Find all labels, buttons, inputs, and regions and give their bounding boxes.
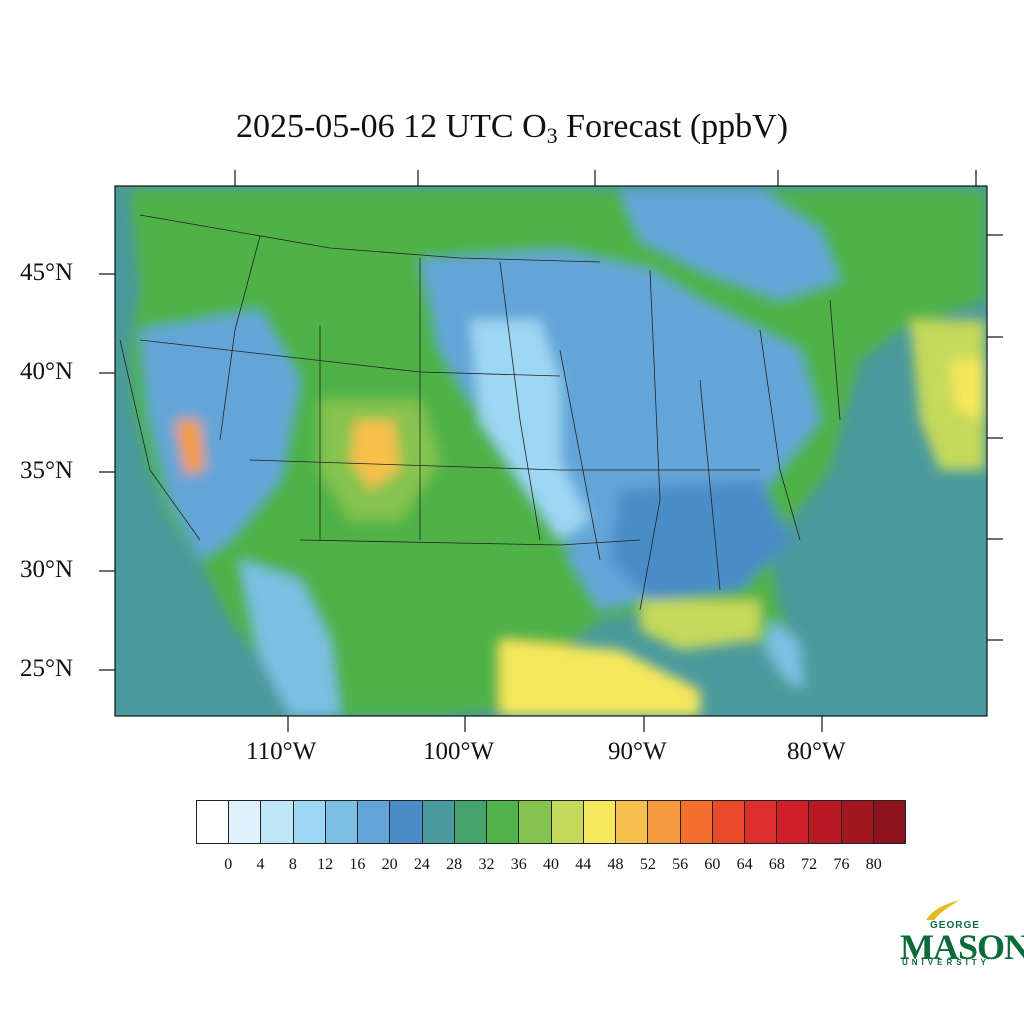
flame-icon bbox=[926, 900, 960, 920]
colorbar-tick-label: 12 bbox=[317, 856, 334, 873]
mexico-blue bbox=[240, 560, 340, 716]
gulf-high bbox=[500, 640, 700, 716]
colorbar-swatch bbox=[777, 801, 810, 843]
lat-label-40: 40°N bbox=[20, 358, 74, 385]
colorbar-tick-label: 60 bbox=[704, 856, 721, 873]
lon-label-80: 80°W bbox=[787, 738, 846, 765]
colorbar-swatch bbox=[873, 801, 906, 843]
atlantic-peak bbox=[950, 360, 985, 420]
california-high bbox=[175, 420, 205, 475]
colorbar-tick-label: 48 bbox=[607, 856, 624, 873]
lat-label-25: 25°N bbox=[20, 655, 74, 682]
colorbar-swatch bbox=[712, 801, 745, 843]
colorbar bbox=[196, 800, 906, 844]
colorbar-swatch bbox=[519, 801, 552, 843]
colorbar-swatch bbox=[229, 801, 262, 843]
colorbar-tick-label: 76 bbox=[833, 856, 850, 873]
colorbar-swatch bbox=[583, 801, 617, 843]
map-frame bbox=[114, 185, 988, 717]
colorbar-tick-label: 16 bbox=[349, 856, 366, 873]
colorbar-tick-label: 20 bbox=[381, 856, 398, 873]
colorbar-tick-label: 0 bbox=[224, 856, 233, 873]
southeast-blue bbox=[610, 480, 790, 600]
colorbar-tick-label: 28 bbox=[446, 856, 463, 873]
west-blue bbox=[140, 310, 300, 560]
colorbar-swatch bbox=[422, 801, 455, 843]
colorbar-tick-label: 80 bbox=[865, 856, 882, 873]
colorbar-swatch bbox=[390, 801, 423, 843]
colorbar-swatch bbox=[358, 801, 391, 843]
colorbar-swatch bbox=[551, 801, 584, 843]
colorbar-tick-label: 8 bbox=[288, 856, 297, 873]
colorbar-swatch bbox=[454, 801, 488, 843]
colorbar-tick-label: 56 bbox=[672, 856, 689, 873]
colorbar-tick-label: 52 bbox=[639, 856, 656, 873]
colorbar-swatch bbox=[809, 801, 842, 843]
plains-very-low bbox=[470, 320, 590, 540]
colorbar-swatch bbox=[197, 801, 230, 843]
colorbar-swatch bbox=[616, 801, 649, 843]
logo-line-1: GEORGE bbox=[930, 920, 980, 931]
colorbar-tick-label: 68 bbox=[768, 856, 785, 873]
logo-line-3: UNIVERSITY bbox=[902, 958, 991, 967]
colorbar-tick-label: 72 bbox=[801, 856, 818, 873]
colorbar-tick-label: 4 bbox=[256, 856, 265, 873]
colorbar-tick-label: 24 bbox=[413, 856, 430, 873]
colorbar-swatch bbox=[325, 801, 359, 843]
boundaries bbox=[119, 214, 841, 611]
colorbar-swatch bbox=[680, 801, 713, 843]
lat-label-45: 45°N bbox=[20, 259, 74, 286]
colorbar-swatch bbox=[841, 801, 874, 843]
colorbar-tick-label: 40 bbox=[543, 856, 559, 873]
gmu-logo: GEORGE MASON UNIVERSITY bbox=[900, 898, 1024, 968]
colorbar-tick-label: 36 bbox=[510, 856, 527, 873]
colorbar-swatch bbox=[648, 801, 681, 843]
colorbar-tick-label: 44 bbox=[575, 856, 592, 873]
lat-label-30: 30°N bbox=[20, 556, 74, 583]
colorbar-tick-label: 32 bbox=[478, 856, 495, 873]
atlantic-high bbox=[910, 320, 985, 470]
lon-label-100: 100°W bbox=[423, 738, 495, 765]
lon-label-110: 110°W bbox=[246, 738, 317, 765]
colorbar-swatch bbox=[261, 801, 294, 843]
colorbar-swatch bbox=[293, 801, 326, 843]
florida-blue bbox=[765, 620, 805, 690]
rockies-peak bbox=[350, 420, 400, 490]
gulf-mid bbox=[640, 600, 760, 650]
colorbar-tick-label: 64 bbox=[736, 856, 753, 873]
chart-title: 2025-05-06 12 UTC O3 Forecast (ppbV) bbox=[235, 108, 789, 148]
northern-low bbox=[620, 190, 840, 300]
colorbar-swatch bbox=[744, 801, 778, 843]
colorbar-swatch bbox=[487, 801, 520, 843]
logo-line-2: MASON bbox=[900, 927, 1024, 967]
lon-label-90: 90°W bbox=[608, 738, 667, 765]
lat-label-35: 35°N bbox=[20, 457, 74, 484]
